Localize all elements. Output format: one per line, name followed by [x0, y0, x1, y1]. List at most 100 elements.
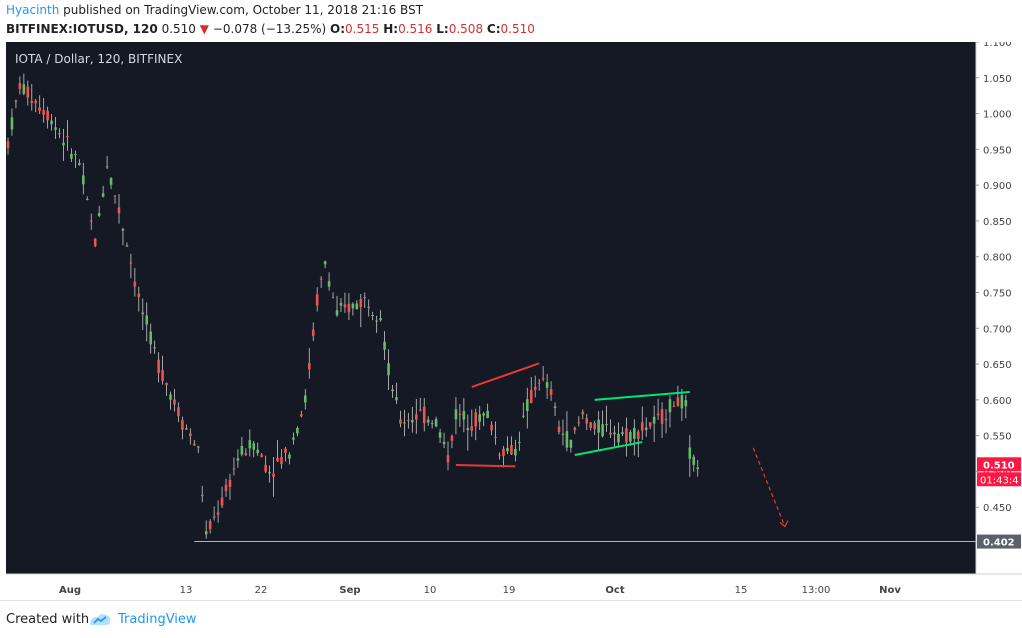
candle	[339, 298, 343, 312]
candle-body	[462, 411, 466, 420]
price-tick-label: 0.950	[983, 145, 1012, 156]
price-chart[interactable]: 0.4500.5000.5500.6000.6500.7000.7500.800…	[6, 38, 1022, 600]
price-axis[interactable]	[976, 42, 1022, 574]
candle	[371, 311, 374, 321]
candle-body	[561, 433, 565, 435]
candle	[38, 95, 42, 115]
candle-body	[343, 304, 347, 308]
price-tick-label: 0.650	[983, 360, 1012, 371]
candle-body	[414, 414, 418, 420]
candle	[196, 446, 200, 454]
candle-body	[684, 400, 688, 407]
candle	[244, 448, 248, 457]
candle-body	[323, 261, 327, 265]
projection-arrow-line	[752, 447, 786, 527]
candle-body	[696, 467, 700, 470]
time-tick-label: Nov	[879, 585, 901, 596]
candle	[438, 428, 442, 444]
candle	[200, 485, 204, 503]
candle-body	[672, 406, 676, 408]
candle	[288, 452, 291, 465]
candle	[510, 436, 513, 456]
candle-body	[601, 424, 604, 437]
candle-body	[581, 411, 585, 415]
candle-body	[454, 409, 458, 420]
candle-body	[121, 229, 125, 231]
last-price: 0.510	[161, 22, 196, 36]
candle	[153, 340, 156, 354]
countdown-badge	[977, 472, 1021, 487]
candle	[672, 401, 676, 408]
candle	[109, 177, 113, 190]
candle-body	[617, 433, 620, 443]
candle-body	[442, 441, 446, 445]
candle	[676, 385, 680, 407]
price-tick-label: 0.900	[983, 181, 1012, 192]
candle	[343, 292, 347, 313]
candle-body	[46, 110, 49, 121]
candle-body	[609, 432, 612, 435]
candle-body	[644, 427, 648, 430]
candle	[193, 439, 196, 446]
candle	[498, 452, 501, 460]
candle-body	[395, 397, 398, 401]
candle	[284, 446, 287, 462]
low-label: L:	[436, 22, 449, 36]
candle	[42, 98, 45, 123]
candle-body	[260, 454, 263, 458]
candle	[625, 417, 628, 457]
candle	[490, 421, 493, 436]
candle	[74, 150, 77, 168]
candle	[557, 420, 561, 435]
candle	[426, 416, 430, 426]
candle-body	[6, 141, 10, 148]
candle-body	[506, 447, 509, 452]
candle	[62, 128, 65, 161]
time-axis[interactable]	[6, 574, 1022, 600]
author-link[interactable]: Hyacinth	[6, 3, 60, 17]
candle-body	[50, 120, 53, 125]
tradingview-logo-icon[interactable]	[88, 610, 112, 628]
candle-body	[466, 428, 470, 431]
candle-body	[189, 433, 192, 437]
candle	[565, 411, 569, 452]
candle	[696, 459, 700, 477]
price-tick-label: 0.450	[983, 503, 1012, 514]
candle	[660, 402, 664, 438]
candle-body	[157, 359, 160, 374]
time-tick-label: 13:00	[802, 585, 831, 596]
candle	[363, 292, 367, 308]
tradingview-link[interactable]: TradingView	[118, 612, 197, 627]
candle-body	[200, 494, 204, 497]
candle-body	[367, 306, 371, 309]
candle-body	[125, 245, 129, 247]
low-value: 0.508	[448, 22, 484, 36]
candle	[399, 410, 402, 428]
candle	[26, 80, 30, 106]
candle-body	[252, 443, 256, 450]
ohlc-line: BITFINEX:IOTUSD, 120 0.510 ▼ −0.078 (−13…	[6, 22, 535, 36]
candle	[407, 412, 410, 429]
candle-body	[58, 133, 61, 135]
candle	[101, 185, 105, 198]
candle-body	[529, 390, 533, 403]
candle	[470, 409, 474, 437]
candle	[34, 98, 38, 113]
candle-body	[422, 406, 426, 424]
last-price-badge	[977, 457, 1021, 472]
candle-body	[399, 419, 402, 424]
candle-body	[66, 135, 69, 138]
candle-body	[14, 100, 18, 103]
candle	[581, 409, 585, 420]
candle	[688, 435, 692, 477]
candle	[414, 398, 418, 434]
chart-area[interactable]: 0.4500.5000.5500.6000.6500.7000.7500.800…	[6, 38, 1022, 600]
last-price-label: 0.510	[983, 460, 1015, 471]
candle	[545, 373, 549, 399]
plot-background[interactable]	[6, 42, 976, 574]
candle	[181, 416, 184, 440]
candle-body	[288, 454, 291, 459]
price-tick-label: 0.600	[983, 396, 1012, 407]
candle-body	[585, 418, 589, 424]
candle-body	[593, 422, 596, 430]
